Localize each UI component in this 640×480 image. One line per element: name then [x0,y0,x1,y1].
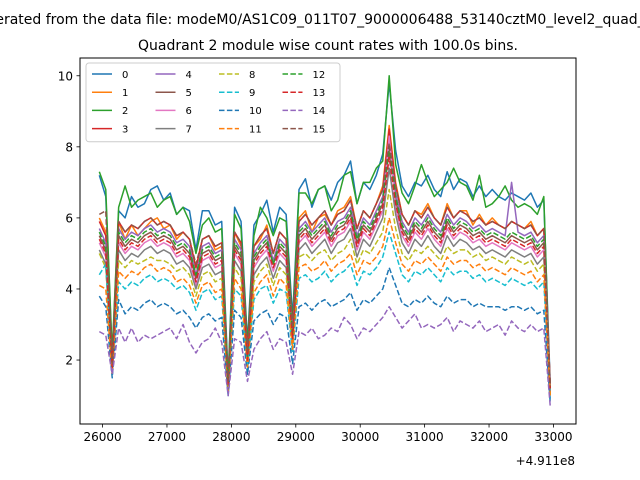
x-tick-label: 29000 [277,430,315,444]
x-tick-label: 26000 [83,430,121,444]
legend-label-15: 15 [313,124,326,135]
x-axis: 26000 27000 28000 29000 30000 31000 32000 33000 [83,424,573,444]
figure-suptitle: Plots generated from the data file: mode… [0,12,640,28]
y-tick-label: 4 [65,282,73,296]
series-line-6 [98,135,551,393]
legend-label-9: 9 [249,88,255,99]
y-tick-label: 6 [65,211,73,225]
series-line-8 [98,188,551,396]
x-tick-label: 27000 [148,430,186,444]
legend-label-10: 10 [249,106,262,117]
series-line-2 [98,75,551,396]
legend-label-5: 5 [186,88,192,99]
x-tick-label: 33000 [534,430,572,444]
legend-box [85,62,341,143]
legend-label-11: 11 [249,124,262,135]
legend-label-8: 8 [249,70,255,81]
legend-label-1: 1 [122,88,128,99]
legend-label-12: 12 [313,70,326,81]
series-line-14 [98,305,551,407]
legend-label-2: 2 [122,106,128,117]
x-offset-label: +4.911e8 [516,454,575,468]
x-tick-label: 30000 [341,430,379,444]
series-line-15 [98,142,551,385]
legend-label-4: 4 [186,70,192,81]
series-line-5 [98,149,551,389]
x-tick-label: 28000 [212,430,250,444]
series-line-12 [98,146,551,389]
series-line-13 [98,156,551,389]
legend-label-13: 13 [313,88,326,99]
series-line-7 [98,167,551,393]
legend-label-0: 0 [122,70,128,81]
x-tick-label: 31000 [406,430,444,444]
series-line-4 [98,138,551,389]
series-line-9 [98,231,551,400]
series-line-1 [98,124,551,389]
x-tick-label: 32000 [470,430,508,444]
legend-label-3: 3 [122,124,128,135]
y-tick-label: 8 [65,140,73,154]
legend-label-7: 7 [186,124,192,135]
chart-title: Quadrant 2 module wise count rates with … [138,38,518,54]
y-axis: 2 4 6 8 10 [58,69,80,368]
plot-area [98,75,551,407]
series-line-10 [98,266,551,403]
legend-label-14: 14 [313,106,326,117]
axes-frame [79,57,577,425]
y-tick-label: 10 [58,69,73,83]
series-line-11 [98,217,551,396]
legend-label-6: 6 [186,106,192,117]
y-tick-label: 2 [65,354,73,368]
